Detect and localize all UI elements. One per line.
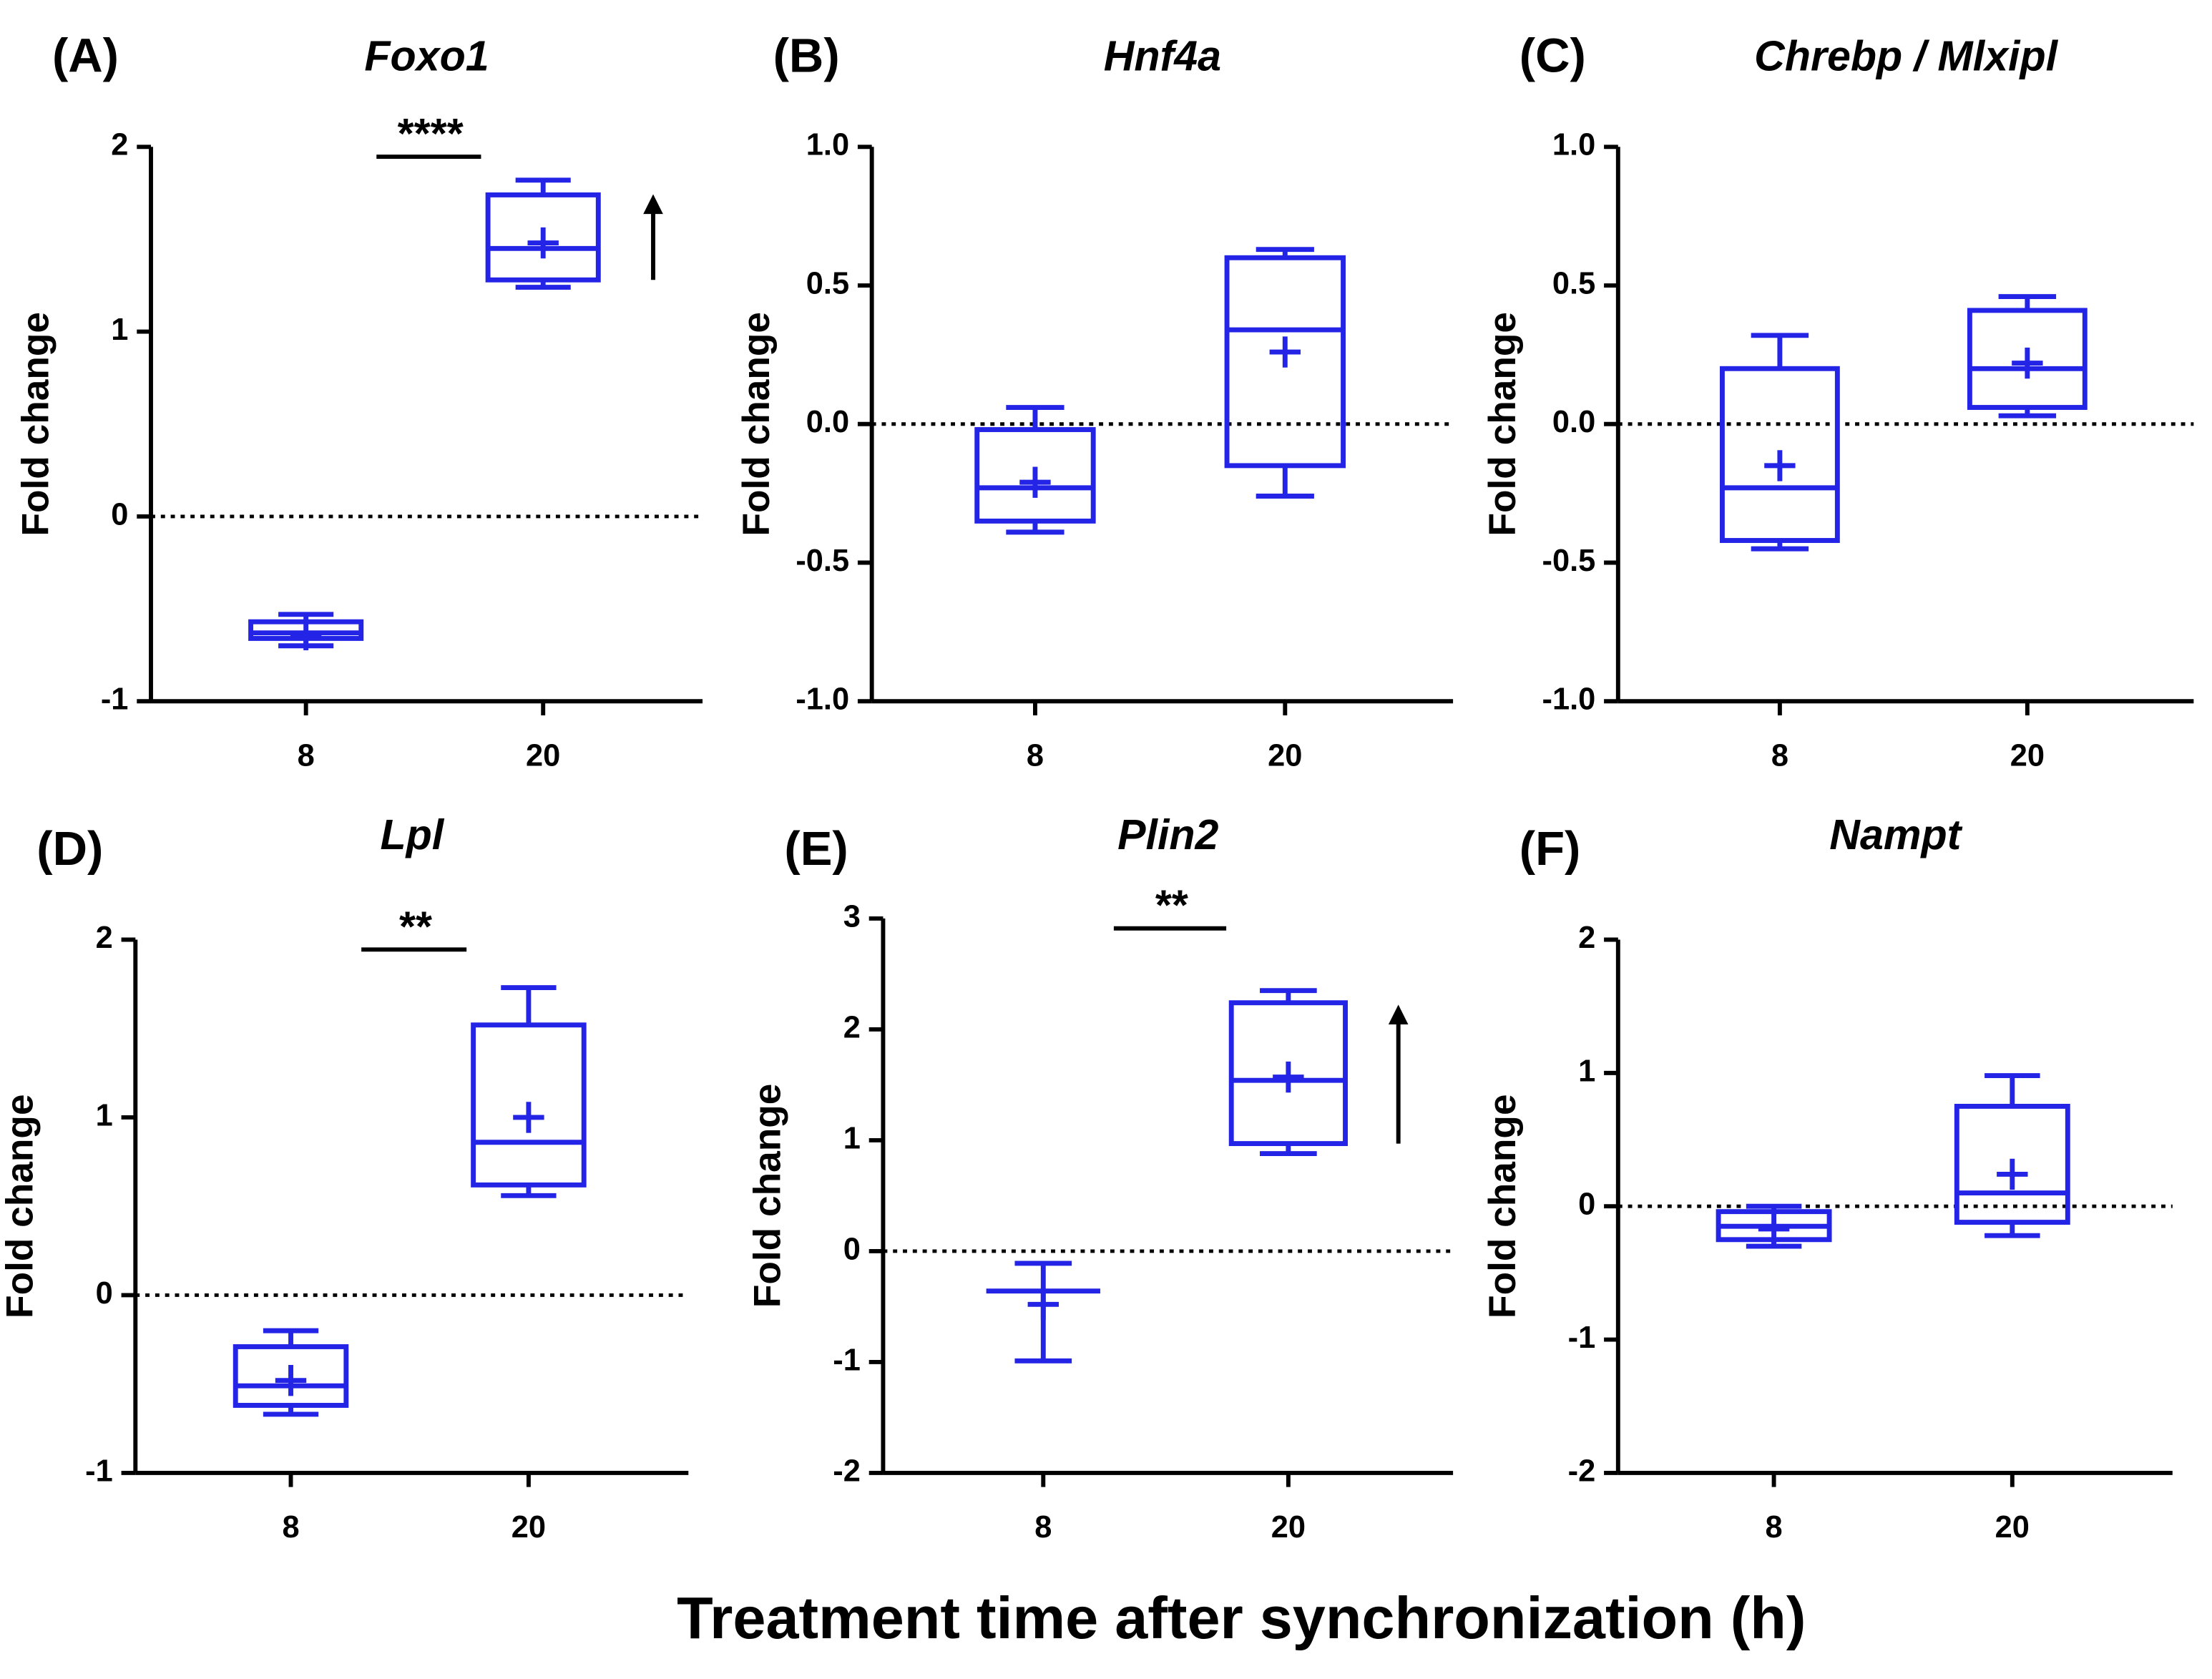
y-tick-label: 2 <box>843 1010 861 1044</box>
trend-arrow-head <box>643 194 663 215</box>
panel: (B) Hnf4a Fold change -1.0 -0.5 0.0 0.5 1.0 8 20 <box>735 29 1454 773</box>
y-tick-label: 2 <box>1578 921 1595 955</box>
mean-marker <box>1997 1158 2028 1190</box>
y-tick-label: 1 <box>843 1121 861 1155</box>
y-tick-label: 1 <box>1578 1054 1595 1088</box>
box <box>1954 1103 2070 1225</box>
x-tick-label: 8 <box>1766 1510 1783 1545</box>
panel-title: Foxo1 <box>364 32 489 80</box>
x-tick-label: 20 <box>2010 739 2045 773</box>
y-tick-label: 0.0 <box>1552 405 1595 439</box>
y-tick-label: 2 <box>96 921 113 955</box>
panel: (E) Plin2 Fold change -2 -1 0 1 2 3 8 20 ** <box>747 811 1454 1545</box>
y-tick-label: 0 <box>843 1232 861 1266</box>
x-tick-label: 8 <box>1034 1510 1052 1545</box>
y-tick-label: 0.0 <box>806 405 849 439</box>
y-tick-label: 0.5 <box>806 266 849 300</box>
panel-label: (C) <box>1519 29 1586 83</box>
box <box>974 427 1096 524</box>
box <box>1967 308 2088 410</box>
y-axis-label: Fold change <box>1482 1094 1524 1318</box>
mean-marker <box>275 1365 307 1396</box>
y-tick-label: -1.0 <box>796 682 849 717</box>
panel: (A) Foxo1 Fold change -1 0 1 2 8 20 **** <box>14 29 703 773</box>
mean-marker <box>1269 336 1301 368</box>
x-tick-label: 8 <box>298 739 315 773</box>
y-axis-label: Fold change <box>14 312 57 537</box>
y-tick-label: 1 <box>111 313 128 347</box>
mean-marker <box>1027 1288 1059 1321</box>
y-tick-label: -1.0 <box>1542 682 1596 717</box>
mean-marker <box>290 619 322 650</box>
panel-label: (F) <box>1519 822 1581 876</box>
panel: (C) Chrebp / Mlxipl Fold change -1.0 -0.5 0.0… <box>1482 29 2194 773</box>
mean-marker <box>513 1102 544 1133</box>
significance-label: ** <box>398 902 433 950</box>
y-tick-label: -2 <box>1568 1454 1596 1488</box>
y-axis-label: Fold change <box>735 312 778 537</box>
significance-label: **** <box>396 109 464 157</box>
box <box>1224 255 1346 469</box>
mean-marker <box>1758 1213 1790 1245</box>
y-axis-label: Fold change <box>1482 312 1524 537</box>
mean-marker <box>1019 466 1051 498</box>
panel-title: Plin2 <box>1117 811 1218 858</box>
x-tick-label: 20 <box>526 739 560 773</box>
panel-title: Nampt <box>1829 811 1962 858</box>
panel-title: Hnf4a <box>1104 32 1221 80</box>
y-tick-label: -0.5 <box>1542 544 1596 578</box>
panel: (F) Nampt Fold change -2 -1 0 1 2 8 20 <box>1482 811 2173 1545</box>
x-tick-label: 20 <box>512 1510 546 1545</box>
y-tick-label: -1 <box>833 1343 861 1377</box>
x-tick-label: 8 <box>282 1510 299 1545</box>
x-tick-label: 8 <box>1027 739 1044 773</box>
x-tick-label: 8 <box>1771 739 1788 773</box>
panel-label: (B) <box>773 29 840 83</box>
y-tick-label: 1.0 <box>806 128 849 162</box>
mean-marker <box>1764 450 1796 481</box>
panel: (D) Lpl Fold change -1 0 1 2 8 20 ** <box>0 811 689 1545</box>
box <box>233 1344 349 1408</box>
significance-label: ** <box>1153 881 1188 929</box>
box <box>1228 1000 1348 1147</box>
box <box>1719 366 1840 543</box>
y-tick-label: -1 <box>85 1454 113 1488</box>
y-tick-label: 0 <box>1578 1188 1595 1222</box>
mean-marker <box>527 227 559 259</box>
box <box>471 1022 587 1188</box>
y-tick-label: 1.0 <box>1552 128 1595 162</box>
y-axis-label: Fold change <box>0 1094 41 1318</box>
panel-label: (D) <box>36 822 103 876</box>
y-tick-label: 1 <box>96 1098 113 1132</box>
x-axis-label: Treatment time after synchronization (h) <box>677 1585 1806 1651</box>
x-tick-label: 20 <box>1995 1510 2030 1545</box>
y-tick-label: -2 <box>833 1454 861 1488</box>
panel-label: (E) <box>784 822 848 876</box>
mean-marker <box>1273 1061 1304 1093</box>
y-tick-label: -1 <box>101 682 129 717</box>
x-tick-label: 20 <box>1271 1510 1306 1545</box>
x-tick-label: 20 <box>1268 739 1302 773</box>
y-tick-label: 0 <box>111 497 128 532</box>
y-tick-label: 0 <box>96 1276 113 1311</box>
trend-arrow-head <box>1388 1004 1409 1025</box>
panel-title: Lpl <box>380 811 444 858</box>
y-tick-label: 3 <box>843 899 861 934</box>
y-axis-label: Fold change <box>747 1084 789 1308</box>
y-tick-label: 0.5 <box>1552 266 1595 300</box>
panel-label: (A) <box>52 29 119 83</box>
y-tick-label: -1 <box>1568 1321 1596 1355</box>
mean-marker <box>2012 347 2043 379</box>
box <box>485 192 601 283</box>
y-tick-label: -0.5 <box>796 544 849 578</box>
panel-title: Chrebp / Mlxipl <box>1754 32 2058 80</box>
y-tick-label: 2 <box>111 128 128 162</box>
